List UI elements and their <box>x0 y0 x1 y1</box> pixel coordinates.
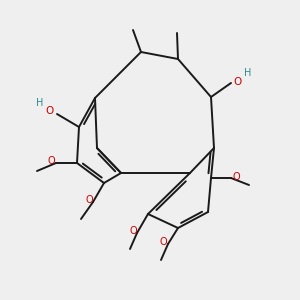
Text: H: H <box>36 98 44 108</box>
Text: O: O <box>232 172 240 182</box>
Text: O: O <box>47 156 55 166</box>
Text: O: O <box>159 237 167 247</box>
Text: O: O <box>234 77 242 87</box>
Text: O: O <box>85 195 93 205</box>
Text: O: O <box>46 106 54 116</box>
Text: H: H <box>244 68 252 78</box>
Text: O: O <box>129 226 137 236</box>
